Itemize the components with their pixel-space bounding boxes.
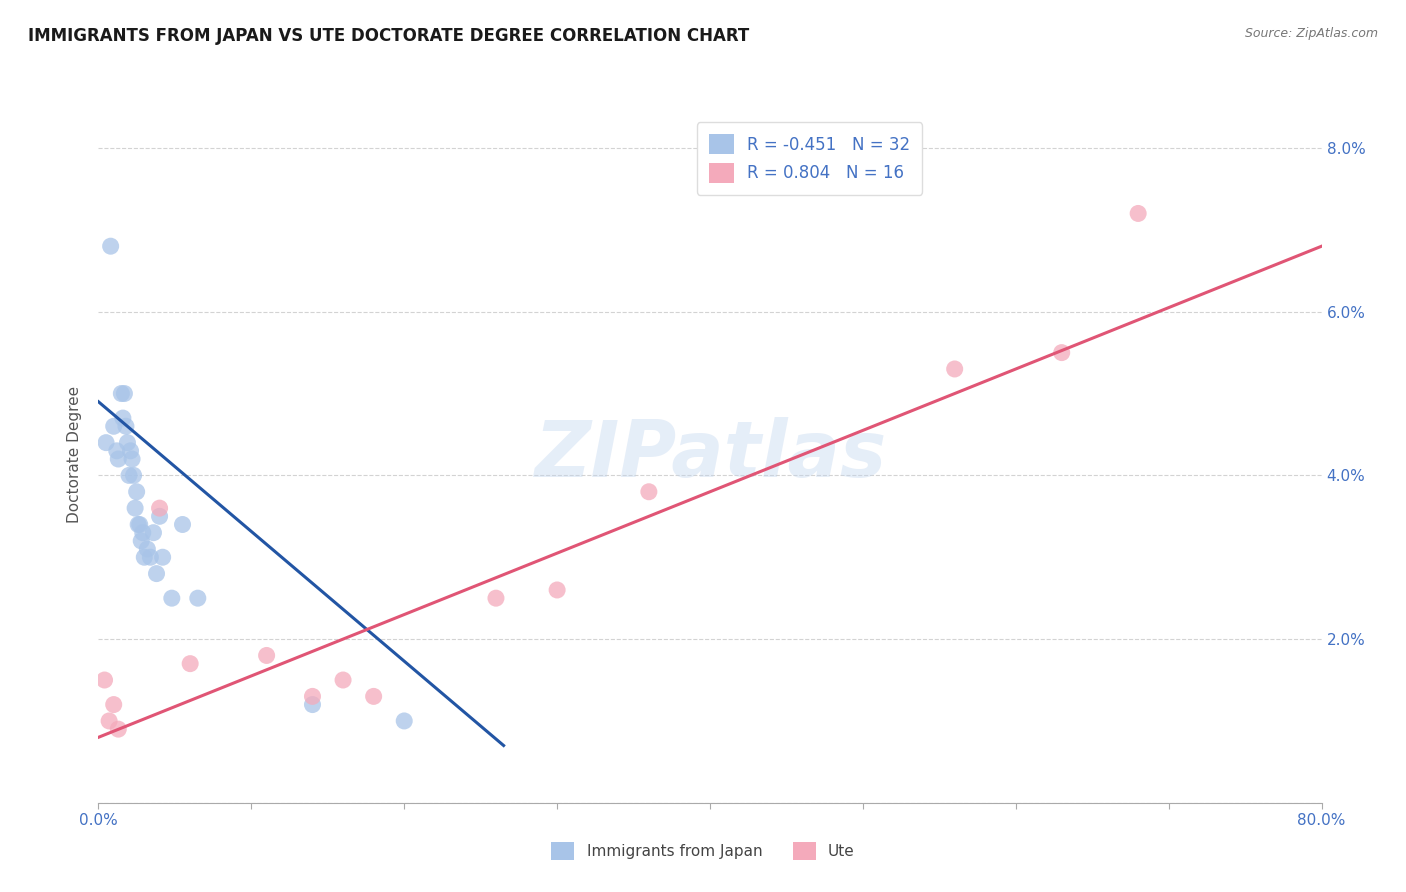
Point <box>149 501 172 516</box>
Point <box>110 386 132 401</box>
Point <box>94 435 117 450</box>
Point <box>103 698 125 712</box>
Text: IMMIGRANTS FROM JAPAN VS UTE DOCTORATE DEGREE CORRELATION CHART: IMMIGRANTS FROM JAPAN VS UTE DOCTORATE D… <box>28 27 749 45</box>
Point <box>121 452 143 467</box>
Point <box>637 484 661 499</box>
Point <box>115 419 138 434</box>
Text: ZIPatlas: ZIPatlas <box>534 417 886 493</box>
Point <box>111 411 134 425</box>
Legend: Immigrants from Japan, Ute: Immigrants from Japan, Ute <box>546 836 860 866</box>
Point <box>1128 206 1150 220</box>
Point <box>485 591 508 606</box>
Point <box>127 517 149 532</box>
Point <box>118 468 141 483</box>
Point <box>256 648 278 663</box>
Point <box>301 698 323 712</box>
Point <box>134 550 156 565</box>
Point <box>187 591 209 606</box>
Point <box>112 386 135 401</box>
Point <box>128 517 150 532</box>
Point <box>136 542 159 557</box>
Point <box>98 714 121 728</box>
Point <box>117 435 139 450</box>
Point <box>179 657 201 671</box>
Point <box>132 525 155 540</box>
Point <box>1050 345 1073 359</box>
Point <box>172 517 194 532</box>
Point <box>122 468 145 483</box>
Point <box>93 673 115 687</box>
Point <box>149 509 172 524</box>
Point <box>142 525 165 540</box>
Point <box>120 443 142 458</box>
Text: Source: ZipAtlas.com: Source: ZipAtlas.com <box>1244 27 1378 40</box>
Point <box>103 419 125 434</box>
Point <box>332 673 354 687</box>
Point <box>363 690 385 704</box>
Point <box>152 550 174 565</box>
Point <box>124 501 146 516</box>
Point <box>107 452 129 467</box>
Point <box>100 239 122 253</box>
Point <box>160 591 183 606</box>
Point <box>105 443 128 458</box>
Y-axis label: Doctorate Degree: Doctorate Degree <box>67 386 83 524</box>
Point <box>125 484 148 499</box>
Point <box>943 362 966 376</box>
Point <box>107 722 129 736</box>
Point <box>139 550 162 565</box>
Point <box>301 690 323 704</box>
Point <box>546 582 568 597</box>
Point <box>392 714 416 728</box>
Point <box>129 533 152 548</box>
Legend: R = -0.451   N = 32, R = 0.804   N = 16: R = -0.451 N = 32, R = 0.804 N = 16 <box>697 122 922 194</box>
Point <box>145 566 167 581</box>
